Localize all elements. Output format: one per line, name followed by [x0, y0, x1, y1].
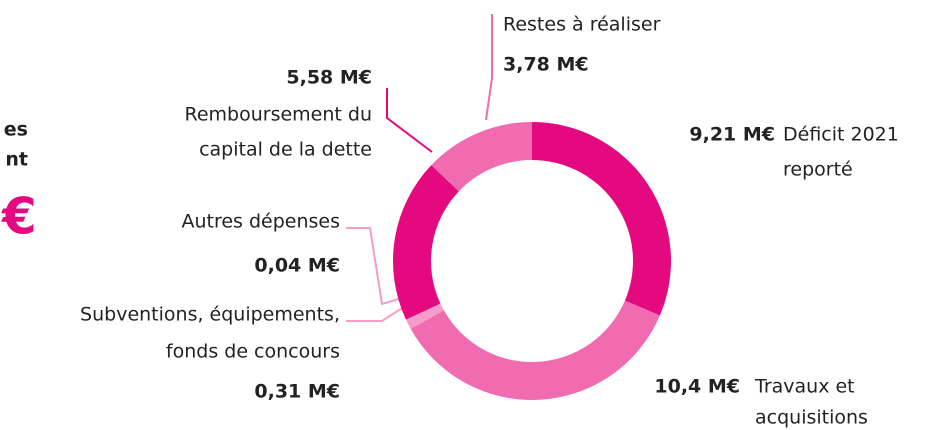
leader-line — [346, 302, 411, 322]
donut-slice — [406, 304, 444, 329]
category-label: fonds de concours — [166, 341, 340, 363]
donut-slice — [405, 303, 441, 321]
category-label: Restes à réaliser — [503, 14, 661, 36]
value-label: 5,58 M€ — [286, 67, 372, 89]
leader-line — [485, 14, 493, 121]
leaders — [346, 14, 493, 322]
leader-line — [386, 88, 433, 153]
donut-slice — [532, 122, 671, 316]
donut-slice — [410, 300, 660, 400]
category-label: Remboursement du — [184, 104, 372, 126]
side-line: es — [4, 119, 28, 141]
category-label: Travaux et — [754, 376, 855, 398]
category-label: Subventions, équipements, — [80, 304, 340, 326]
value-label: 10,4 M€ — [654, 376, 740, 398]
leader-line — [346, 227, 403, 306]
category-label: capital de la dette — [199, 139, 372, 161]
donut — [392, 122, 671, 400]
side-amount: € — [1, 188, 37, 246]
value-label: 0,04 M€ — [254, 255, 340, 277]
category-label: reporté — [783, 159, 853, 181]
labels: 9,21 M€ Déficit 2021 reporté 10,4 M€ Travaux… — [80, 14, 899, 429]
category-label: Déficit 2021 — [783, 124, 899, 146]
category-label: Autres dépenses — [181, 211, 340, 233]
donut-slice — [431, 122, 532, 192]
donut-slice — [392, 165, 459, 320]
side-line: nt — [5, 149, 28, 171]
value-label: 3,78 M€ — [503, 54, 589, 76]
value-label: 9,21 M€ — [689, 124, 775, 146]
category-label: acquisitions — [755, 407, 868, 429]
value-label: 0,31 M€ — [254, 381, 340, 403]
